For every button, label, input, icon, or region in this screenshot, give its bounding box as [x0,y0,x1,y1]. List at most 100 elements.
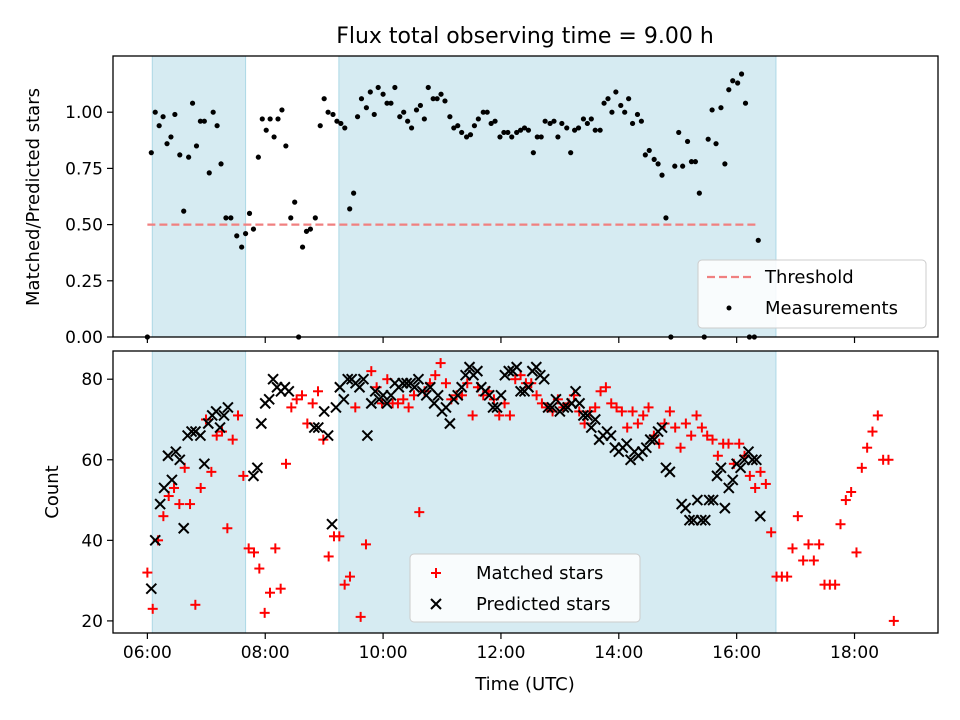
measurement-point [568,150,574,156]
matched-star-point [392,398,403,409]
matched-star-point [190,599,201,610]
matched-star-point [782,571,793,582]
matched-star-point [270,543,281,554]
threshold-legend-label: Threshold [764,267,854,288]
measurement-point [680,163,686,169]
matched-star-point [206,466,217,477]
matched-star-point [664,406,675,417]
shaded-region [151,55,247,338]
matched-star-point [440,378,451,389]
matched-star-point [712,450,723,461]
matched-star-point [366,366,377,377]
measurement-point [484,109,490,115]
predicted-star-point [444,417,456,430]
measurement-point [592,127,598,133]
matched-star-point [600,382,611,393]
measurement-point [488,120,494,127]
measurement-point [676,129,682,136]
measurement-point [438,91,444,97]
measurement-point [580,116,587,122]
matched-star-point [174,499,185,510]
matched-star-point [398,394,409,405]
matched-star-point [307,398,318,409]
matched-star-point [531,390,542,401]
matched-star-point [606,398,617,409]
matched-star-point [830,579,841,590]
measurement-point [672,163,678,169]
predicted-star-point [577,409,590,422]
matched-star-point [622,422,633,433]
measurement-point [367,89,373,95]
measurement-point [514,129,520,136]
measurement-point [651,156,657,163]
matched-star-point [265,587,276,598]
matched-star-point [344,571,355,582]
measurement-point [197,118,204,124]
measurement-point [246,210,253,216]
predicted-star-point [683,514,696,526]
matched-star-point [867,426,878,437]
measurement-point [525,127,532,133]
measurement-point [177,152,183,158]
predicted-star-point [727,474,739,486]
matched-star-point [238,470,249,481]
matched-star-point [835,519,846,530]
matched-star-point [696,422,707,433]
predicted-star-point [400,377,413,389]
predicted-stars-points [145,361,766,595]
x-tick-label: 08:00 [241,643,290,663]
predicted-star-point [723,482,735,494]
matched-star-point [707,434,718,445]
predicted-star-point [263,393,275,406]
predicted-star-point [656,421,668,434]
measurement-point [288,215,294,221]
matched-star-point [760,478,771,489]
measurement-point [467,132,474,138]
y-tick-label: 60 [81,451,103,471]
measurement-point [463,134,470,140]
predicted-star-point [558,401,570,414]
measurement-point [655,161,661,167]
measurement-point [317,123,323,129]
predicted-star-point [338,393,350,406]
measurement-point [575,125,582,131]
predicted-star-point [664,466,676,478]
matched-star-point [872,410,883,421]
predicted-star-point [452,389,464,402]
measurement-point [459,129,465,136]
matched-star-point [227,434,238,445]
measurement-point [542,118,548,124]
measurement-point [334,118,340,124]
measurement-point [726,87,732,93]
measurement-point [622,109,628,115]
measurement-point [517,127,524,133]
measurement-point [638,118,644,124]
measurement-point [663,215,669,221]
predicted-star-point [711,470,723,482]
measurement-point [597,127,603,133]
predicted-star-point [487,401,499,414]
matched-star-point [643,402,654,413]
predicted-star-point [471,365,484,377]
predicted-star-point [463,361,476,373]
y-tick-label: 0.50 [65,216,103,236]
predicted-star-point [432,389,444,402]
matched-star-point [840,495,851,506]
predicted-star-point [255,417,268,430]
predicted-star-point [412,373,425,385]
matched-star-point [888,615,899,626]
measurement-point [228,215,234,221]
predicted-star-point [222,401,234,414]
predicted-star-point [381,397,393,410]
matched-star-point [504,410,515,421]
top-legend-box [697,259,927,329]
measurement-point [148,150,154,156]
predicted-star-point [202,417,214,430]
predicted-star-point [361,429,374,442]
matched-star-point [254,563,265,574]
measurement-point [189,100,196,106]
predicted-star-point [483,389,495,402]
matched-star-point [323,551,334,562]
matched-star-point [249,547,260,558]
predicted-star-point [624,454,637,466]
